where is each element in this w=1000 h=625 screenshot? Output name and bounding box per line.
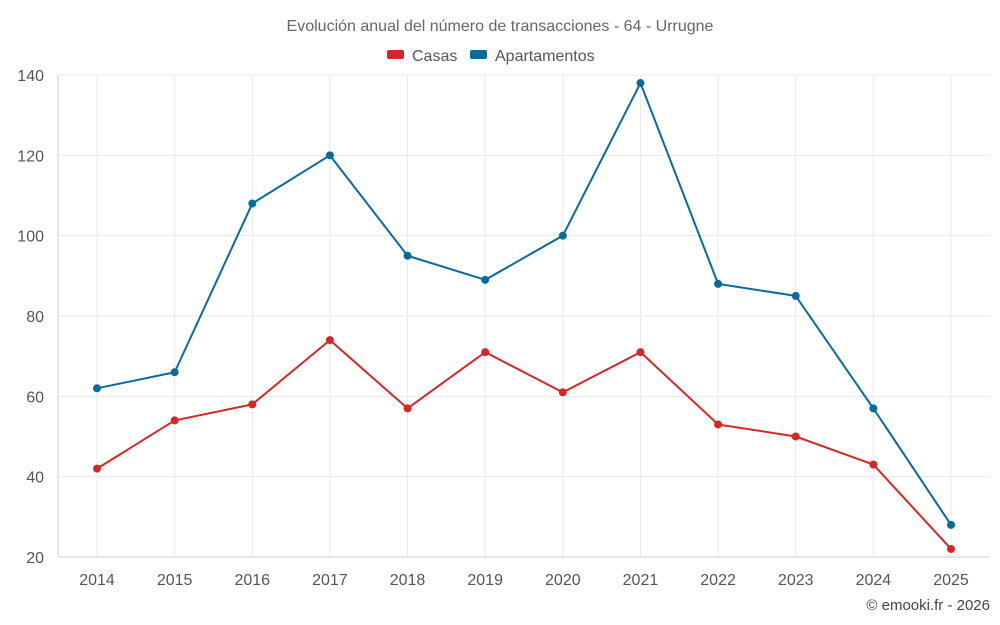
data-point[interactable]: [636, 348, 645, 357]
legend-swatch: [470, 50, 487, 59]
series-group: [93, 79, 955, 553]
data-point[interactable]: [170, 416, 179, 425]
x-tick-label: 2014: [79, 572, 115, 589]
y-tick-label: 40: [26, 470, 44, 487]
data-point[interactable]: [93, 384, 101, 393]
legend-swatch: [387, 50, 404, 59]
x-tick-label: 2021: [623, 572, 659, 589]
data-point[interactable]: [403, 251, 412, 260]
y-tick-label: 100: [17, 229, 44, 246]
series-line: [96, 339, 952, 550]
data-point[interactable]: [170, 368, 179, 377]
series-apartamentos: [93, 79, 955, 529]
x-tick-label: 2019: [467, 572, 503, 589]
series-casas: [93, 336, 955, 553]
data-point[interactable]: [636, 79, 645, 88]
data-point[interactable]: [325, 336, 334, 345]
data-point[interactable]: [481, 348, 490, 357]
data-point[interactable]: [791, 291, 800, 300]
legend-item-apartamentos[interactable]: Apartamentos: [470, 48, 595, 65]
data-point[interactable]: [869, 460, 878, 469]
x-tick-label: 2023: [778, 572, 814, 589]
data-point[interactable]: [403, 404, 412, 413]
data-point[interactable]: [558, 388, 567, 397]
series-line: [96, 82, 952, 526]
x-tick-label: 2024: [856, 572, 892, 589]
y-tick-label: 140: [17, 68, 44, 85]
x-tick-label: 2016: [234, 572, 270, 589]
x-tick-label: 2018: [390, 572, 426, 589]
x-tick-label: 2020: [545, 572, 581, 589]
data-point[interactable]: [325, 151, 334, 160]
grid: [57, 74, 990, 558]
x-tick-label: 2017: [312, 572, 348, 589]
x-tick-label: 2022: [700, 572, 736, 589]
legend: Casas Apartamentos: [387, 48, 595, 65]
x-axis: 2014 2015 2016 2017 2018 2019 2020 2021 2022 2023…: [79, 572, 969, 589]
data-point[interactable]: [248, 199, 257, 208]
y-tick-label: 20: [26, 550, 44, 567]
legend-item-casas[interactable]: Casas: [387, 48, 457, 65]
y-tick-label: 80: [26, 309, 44, 326]
x-tick-label: 2025: [933, 572, 969, 589]
y-axis: 20 40 60 80 100 120 140: [17, 68, 44, 567]
data-point[interactable]: [558, 231, 567, 240]
legend-label: Casas: [412, 48, 457, 65]
data-point[interactable]: [93, 464, 101, 473]
legend-label: Apartamentos: [495, 48, 595, 65]
data-point[interactable]: [714, 279, 723, 288]
y-tick-label: 120: [17, 148, 44, 165]
y-tick-label: 60: [26, 389, 44, 406]
data-point[interactable]: [248, 400, 257, 409]
data-point[interactable]: [714, 420, 723, 429]
data-point[interactable]: [947, 544, 955, 553]
x-tick-label: 2015: [157, 572, 193, 589]
data-point[interactable]: [869, 404, 878, 413]
data-point[interactable]: [947, 520, 955, 529]
credit-text: © emooki.fr - 2026: [866, 597, 990, 614]
chart-title: Evolución anual del número de transaccio…: [287, 18, 714, 35]
data-point[interactable]: [791, 432, 800, 441]
data-point[interactable]: [481, 275, 490, 284]
